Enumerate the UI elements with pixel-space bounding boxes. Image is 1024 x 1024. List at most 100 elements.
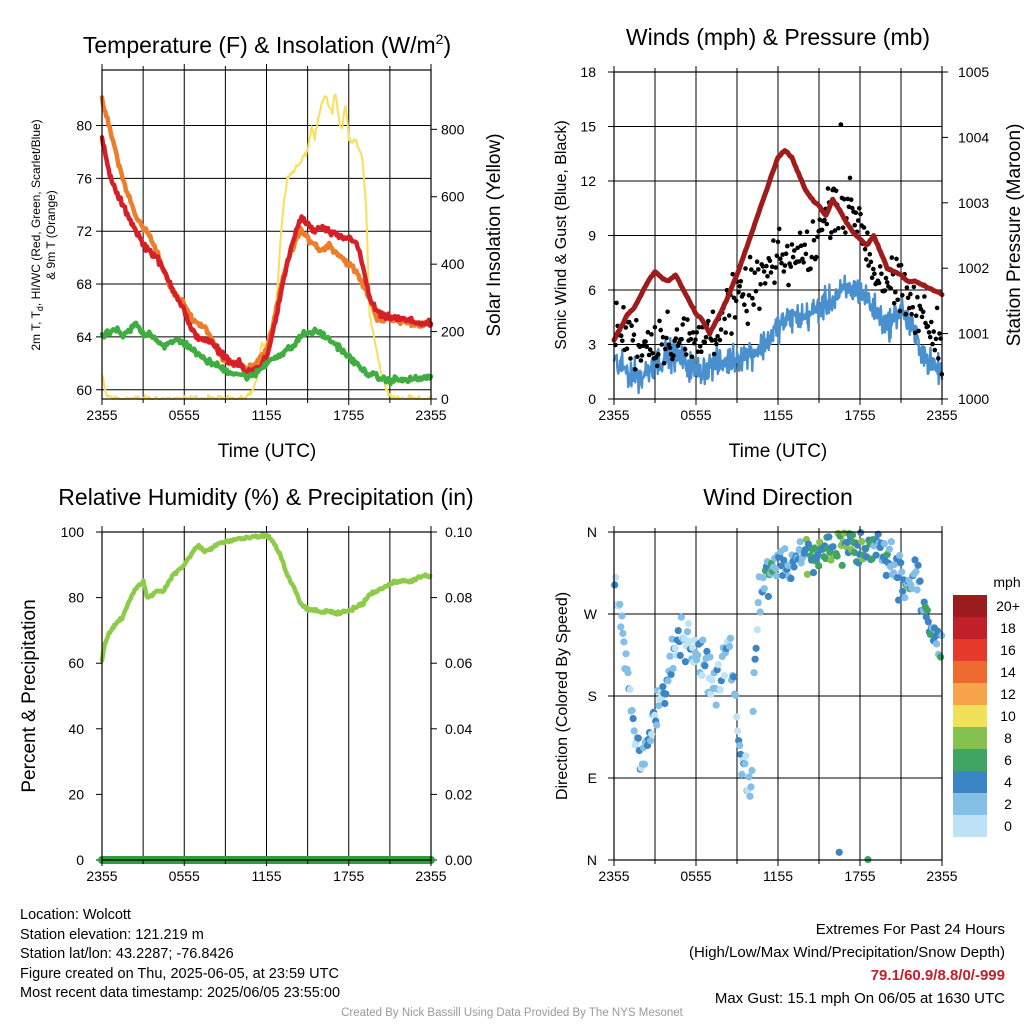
gust-point bbox=[867, 251, 873, 257]
y2-tick-label: 0.04 bbox=[445, 721, 472, 737]
direction-point bbox=[708, 676, 716, 684]
y2-tick-label: 0.06 bbox=[445, 655, 472, 671]
series-line bbox=[99, 135, 434, 375]
gust-point bbox=[798, 243, 804, 249]
gust-point bbox=[695, 349, 701, 355]
credit-line: Created By Nick Bassill Using Data Provi… bbox=[341, 1007, 683, 1019]
direction-point bbox=[747, 783, 755, 791]
direction-point bbox=[809, 569, 818, 577]
x-tick-label: 0555 bbox=[680, 407, 711, 423]
direction-point bbox=[626, 685, 634, 694]
gust-point bbox=[819, 227, 825, 233]
gust-point bbox=[884, 280, 890, 285]
direction-point bbox=[748, 766, 756, 775]
gust-point bbox=[852, 223, 857, 228]
gust-point bbox=[848, 197, 854, 202]
gust-point bbox=[618, 333, 624, 339]
x-axis-label: Time (UTC) bbox=[218, 441, 317, 462]
direction-point bbox=[634, 734, 642, 742]
direction-point bbox=[932, 640, 941, 648]
gust-point bbox=[897, 308, 903, 314]
gust-point bbox=[891, 300, 897, 306]
y-tick-label: 100 bbox=[61, 524, 85, 540]
gust-point bbox=[809, 254, 814, 260]
gust-point bbox=[697, 344, 703, 349]
gust-point bbox=[879, 271, 884, 277]
gust-point bbox=[718, 327, 724, 332]
gust-point bbox=[882, 288, 888, 293]
direction-point bbox=[750, 669, 758, 677]
gust-point bbox=[783, 251, 789, 256]
title-close: ) bbox=[443, 32, 451, 58]
gust-point bbox=[775, 239, 781, 245]
gust-point bbox=[900, 292, 905, 298]
gust-point bbox=[920, 309, 926, 315]
gust-point bbox=[635, 354, 640, 360]
panel-winds: 0 3 6 9 12 15 18 1000 1001 1002 1003 1004 1005 2355 05… bbox=[553, 24, 1024, 462]
gust-point bbox=[932, 347, 938, 353]
gust-point bbox=[864, 257, 869, 262]
direction-point bbox=[838, 561, 846, 570]
y2-tick-label: 0.10 bbox=[445, 524, 472, 540]
y-tick-label: 0 bbox=[76, 852, 84, 868]
gust-point bbox=[868, 259, 874, 265]
y2-tick-label: 0 bbox=[441, 391, 449, 407]
gust-point bbox=[824, 221, 830, 227]
y2-tick-label: 1002 bbox=[958, 260, 989, 276]
gust-point bbox=[845, 196, 850, 202]
gust-point bbox=[693, 337, 698, 343]
colorbar-label: 4 bbox=[1004, 774, 1012, 790]
gust-point bbox=[930, 341, 935, 347]
direction-point bbox=[858, 537, 866, 546]
direction-point bbox=[898, 568, 906, 576]
y2-tick-label: 0.08 bbox=[445, 590, 472, 606]
chart-title: Temperature (F) & Insolation (W/m2) bbox=[83, 31, 451, 58]
colorbar-swatch bbox=[953, 793, 987, 815]
gust-point bbox=[876, 280, 882, 286]
gust-point bbox=[644, 344, 649, 350]
direction-point bbox=[732, 691, 740, 700]
gust-point bbox=[639, 353, 645, 358]
colorbar: mph 20+ 18 16 14 12 10 8 6 4 2 0 bbox=[953, 574, 1021, 837]
gust-point bbox=[847, 175, 853, 181]
gust-point bbox=[877, 264, 883, 269]
ylabel-rest: , HI/WC (Red, Green, Scarlet/Blue) bbox=[29, 119, 43, 306]
direction-point bbox=[647, 737, 655, 745]
colorbar-swatch bbox=[953, 815, 987, 837]
gust-point bbox=[746, 293, 752, 298]
direction-point bbox=[694, 651, 702, 659]
gust-point bbox=[643, 339, 648, 344]
x-tick-label: 1755 bbox=[844, 407, 875, 423]
gust-point bbox=[614, 300, 619, 306]
gust-point bbox=[780, 252, 785, 257]
direction-point bbox=[795, 546, 803, 554]
direction-point bbox=[796, 538, 804, 546]
gust-point bbox=[811, 238, 817, 243]
extremes-heading: Extremes For Past 24 Hours bbox=[815, 921, 1005, 938]
gust-point bbox=[915, 294, 920, 300]
gust-point bbox=[933, 336, 939, 342]
wind-speed-line bbox=[612, 274, 944, 395]
direction-point bbox=[622, 650, 630, 658]
y2-tick-label: 200 bbox=[441, 324, 465, 340]
direction-point bbox=[703, 647, 711, 656]
gust-point bbox=[753, 288, 759, 294]
direction-point bbox=[730, 673, 738, 681]
y2-tick-label: 0.02 bbox=[445, 786, 472, 802]
gust-point bbox=[855, 218, 861, 223]
y-tick-label: N bbox=[587, 524, 597, 540]
gust-point bbox=[910, 305, 916, 310]
gust-point bbox=[908, 291, 913, 297]
direction-point bbox=[829, 543, 837, 551]
y-tick-label: 68 bbox=[76, 276, 92, 292]
colorbar-swatch bbox=[953, 771, 987, 793]
gust-point bbox=[797, 230, 803, 236]
y2-axis-label: Station Pressure (Maroon) bbox=[1004, 124, 1024, 347]
gust-point bbox=[628, 356, 633, 361]
x-tick-label: 1155 bbox=[251, 868, 281, 884]
gust-point bbox=[659, 342, 665, 347]
direction-point bbox=[662, 690, 670, 698]
gust-point bbox=[771, 238, 776, 243]
gust-point bbox=[802, 242, 807, 248]
